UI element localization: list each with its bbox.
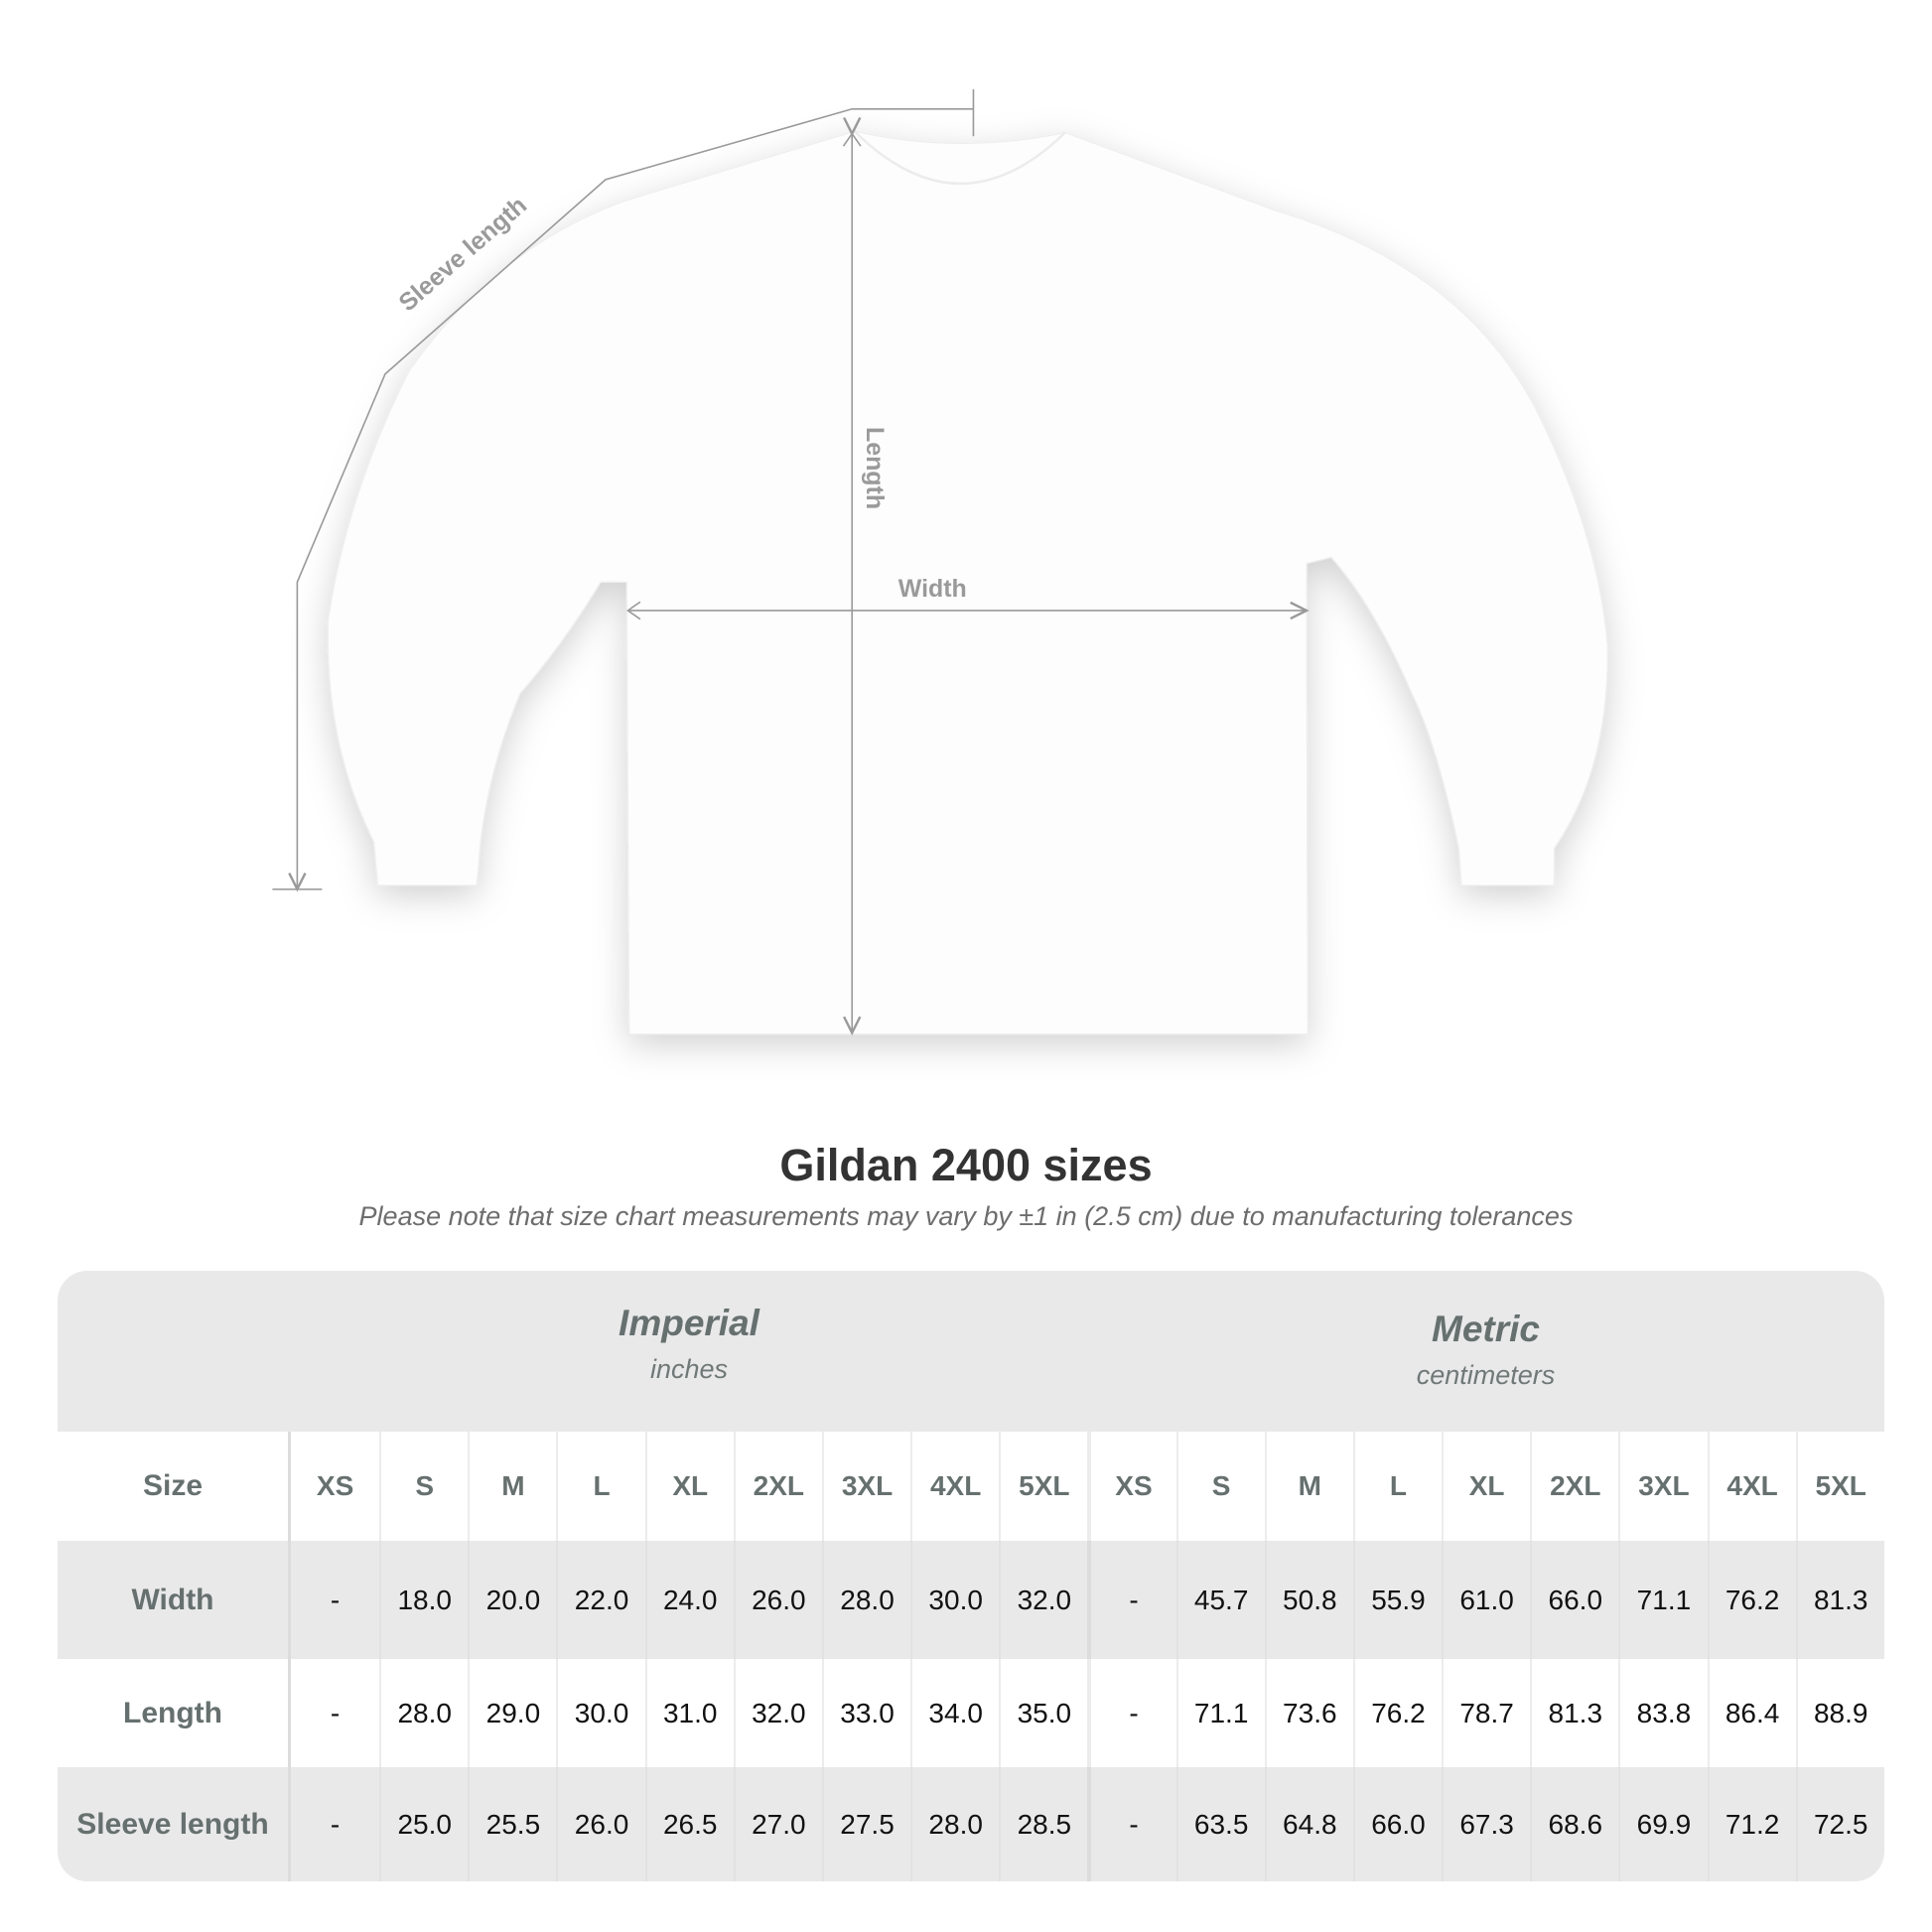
metric-title: Metric bbox=[1432, 1309, 1540, 1349]
size-header-cell: M bbox=[468, 1432, 556, 1541]
size-header-cell: 5XL bbox=[999, 1432, 1087, 1541]
long-sleeve-shirt bbox=[327, 130, 1608, 1035]
imperial-header: Imperial inches bbox=[291, 1271, 1087, 1432]
shirt-diagram: Sleeve length Length Width bbox=[272, 88, 1608, 1036]
value-cell: 55.9 bbox=[1352, 1541, 1442, 1659]
table-row: Width -18.0 20.0 22.0 24.0 26.0 28.0 30.0 32.0-4… bbox=[58, 1541, 1884, 1659]
width-label: Width bbox=[898, 575, 967, 603]
value-cell: - bbox=[330, 1697, 341, 1728]
size-header-cell: S bbox=[379, 1432, 468, 1541]
value-cell: 28.0 bbox=[821, 1541, 910, 1659]
value-cell: - bbox=[1087, 1541, 1175, 1659]
value-cell: 29.0 bbox=[468, 1659, 556, 1767]
size-header-cell: XS bbox=[1087, 1432, 1175, 1541]
size-header-cell: 4XL bbox=[1707, 1432, 1796, 1541]
value-cell: 69.9 bbox=[1618, 1767, 1707, 1881]
table-row: Length -28.0 29.0 30.0 31.0 32.0 33.0 34.0 35.0-… bbox=[58, 1659, 1884, 1767]
row-label: Sleeve length bbox=[58, 1767, 291, 1881]
page-title: Gildan 2400 sizes bbox=[779, 1140, 1153, 1190]
value-cell: 50.8 bbox=[1264, 1541, 1353, 1659]
value-cell: 66.0 bbox=[1530, 1541, 1618, 1659]
value-cell: 35.0 bbox=[999, 1659, 1087, 1767]
imperial-title: Imperial bbox=[619, 1303, 759, 1343]
value-cell: 64.8 bbox=[1264, 1767, 1353, 1881]
size-header-cell: 2XL bbox=[1530, 1432, 1618, 1541]
value-cell: 30.0 bbox=[556, 1659, 644, 1767]
size-header-cell: M bbox=[1264, 1432, 1353, 1541]
value-cell: 31.0 bbox=[644, 1659, 734, 1767]
value-cell: 88.9 bbox=[1795, 1659, 1884, 1767]
value-cell: - bbox=[1087, 1659, 1175, 1767]
value-cell: 76.2 bbox=[1352, 1659, 1442, 1767]
size-header-cell: 5XL bbox=[1795, 1432, 1884, 1541]
value-cell: 28.5 bbox=[999, 1767, 1087, 1881]
row-label: Size bbox=[58, 1432, 291, 1541]
size-header-cell: 2XL bbox=[733, 1432, 822, 1541]
row-label: Length bbox=[58, 1659, 291, 1767]
value-cell: 32.0 bbox=[999, 1541, 1087, 1659]
value-cell: 26.0 bbox=[733, 1541, 822, 1659]
value-cell: 22.0 bbox=[556, 1541, 644, 1659]
length-label: Length bbox=[861, 427, 889, 509]
size-header-cell: 3XL bbox=[821, 1432, 910, 1541]
size-header-cell: L bbox=[556, 1432, 644, 1541]
value-cell: 32.0 bbox=[733, 1659, 822, 1767]
size-table: Imperial inches Metric centimeters Size X… bbox=[58, 1271, 1884, 1881]
value-cell: 27.0 bbox=[733, 1767, 822, 1881]
value-cell: 86.4 bbox=[1707, 1659, 1796, 1767]
value-cell: 26.0 bbox=[556, 1767, 644, 1881]
value-cell: 63.5 bbox=[1175, 1767, 1265, 1881]
size-header-row: Size XS S M L XL 2XL 3XL 4XL 5XL XS S M L XL 2XL 3XL 4XL 5… bbox=[58, 1432, 1884, 1541]
value-cell: 33.0 bbox=[821, 1659, 910, 1767]
size-header-cell: L bbox=[1352, 1432, 1442, 1541]
size-header-cell: S bbox=[1175, 1432, 1265, 1541]
value-cell: 34.0 bbox=[910, 1659, 999, 1767]
value-cell: 30.0 bbox=[910, 1541, 999, 1659]
value-cell: 71.1 bbox=[1618, 1541, 1707, 1659]
size-header-cell: 3XL bbox=[1618, 1432, 1707, 1541]
value-cell: 83.8 bbox=[1618, 1659, 1707, 1767]
value-cell: 78.7 bbox=[1442, 1659, 1530, 1767]
sleeve-measure-line bbox=[288, 107, 974, 893]
value-cell: 72.5 bbox=[1795, 1767, 1884, 1881]
value-cell: 28.0 bbox=[379, 1659, 468, 1767]
value-cell: 25.0 bbox=[379, 1767, 468, 1881]
value-cell: 20.0 bbox=[468, 1541, 556, 1659]
value-cell: 18.0 bbox=[379, 1541, 468, 1659]
size-header-cell: XS bbox=[316, 1470, 354, 1501]
value-cell: - bbox=[1087, 1767, 1175, 1881]
value-cell: 26.5 bbox=[644, 1767, 734, 1881]
value-cell: - bbox=[330, 1584, 341, 1615]
metric-unit: centimeters bbox=[1416, 1360, 1556, 1390]
value-cell: 25.5 bbox=[468, 1767, 556, 1881]
value-cell: - bbox=[330, 1808, 341, 1840]
value-cell: 71.2 bbox=[1707, 1767, 1796, 1881]
size-header-cell: XL bbox=[1442, 1432, 1530, 1541]
row-label: Width bbox=[58, 1541, 291, 1659]
imperial-unit: inches bbox=[649, 1354, 729, 1384]
value-cell: 24.0 bbox=[644, 1541, 734, 1659]
size-header-cell: 4XL bbox=[910, 1432, 999, 1541]
value-cell: 73.6 bbox=[1264, 1659, 1353, 1767]
value-cell: 45.7 bbox=[1175, 1541, 1265, 1659]
value-cell: 76.2 bbox=[1707, 1541, 1796, 1659]
tolerance-note: Please note that size chart measurements… bbox=[358, 1201, 1574, 1231]
value-cell: 67.3 bbox=[1442, 1767, 1530, 1881]
value-cell: 61.0 bbox=[1442, 1541, 1530, 1659]
metric-header: Metric centimeters bbox=[1087, 1271, 1884, 1432]
value-cell: 81.3 bbox=[1795, 1541, 1884, 1659]
value-cell: 68.6 bbox=[1530, 1767, 1618, 1881]
value-cell: 71.1 bbox=[1175, 1659, 1265, 1767]
table-row: Sleeve length -25.0 25.5 26.0 26.5 27.0 27.5 28… bbox=[58, 1767, 1884, 1881]
value-cell: 27.5 bbox=[821, 1767, 910, 1881]
value-cell: 66.0 bbox=[1352, 1767, 1442, 1881]
value-cell: 28.0 bbox=[910, 1767, 999, 1881]
size-header-cell: XL bbox=[644, 1432, 734, 1541]
value-cell: 81.3 bbox=[1530, 1659, 1618, 1767]
